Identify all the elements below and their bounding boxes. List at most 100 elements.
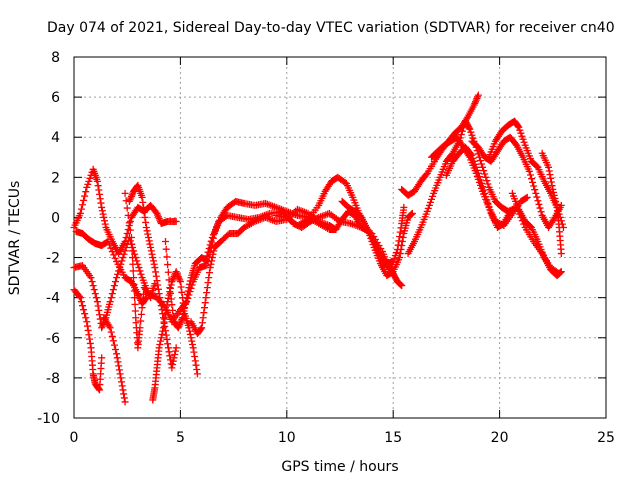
data-point [80, 306, 88, 314]
data-point [178, 315, 186, 323]
data-point [131, 294, 139, 302]
data-point [153, 209, 161, 217]
data-point [518, 132, 526, 140]
data-point [165, 348, 173, 356]
data-point [396, 228, 404, 236]
data-point [183, 290, 191, 298]
data-point [178, 288, 186, 296]
data-point [156, 340, 164, 348]
data-point [161, 315, 169, 323]
data-point [135, 291, 143, 299]
data-point [479, 163, 487, 171]
data-point [83, 183, 91, 191]
data-point [179, 310, 187, 318]
data-point [128, 247, 136, 255]
data-point [131, 307, 139, 315]
data-point [471, 99, 479, 107]
data-point [79, 302, 87, 310]
data-point [181, 300, 189, 308]
data-point [482, 173, 490, 181]
data-point [188, 337, 196, 345]
data-point [204, 279, 212, 287]
data-point [129, 254, 137, 262]
data-point [96, 190, 104, 198]
data-point [205, 269, 213, 277]
data-point [208, 257, 216, 265]
data-point [118, 378, 126, 386]
data-point [172, 268, 180, 276]
data-point [113, 354, 121, 362]
data-point [200, 309, 208, 317]
data-point [186, 277, 194, 285]
data-point [183, 294, 191, 302]
data-point [157, 298, 165, 306]
data-point [117, 374, 125, 382]
data-point [190, 348, 198, 356]
data-point [140, 208, 148, 216]
data-point [482, 193, 490, 201]
data-point [550, 215, 558, 223]
data-point [193, 366, 201, 374]
data-point [108, 248, 116, 256]
data-point [98, 322, 106, 330]
data-point [486, 206, 494, 214]
data-point [201, 304, 209, 312]
data-point [186, 327, 194, 335]
data-point [182, 297, 190, 305]
data-point [119, 254, 127, 262]
data-point [168, 364, 176, 372]
data-point [205, 274, 213, 282]
data-point [173, 269, 181, 277]
data-point [457, 131, 465, 139]
data-point [471, 98, 479, 106]
data-point [176, 278, 184, 286]
data-point [531, 186, 539, 194]
data-points [70, 91, 567, 406]
data-point [557, 268, 565, 276]
data-point [536, 204, 544, 212]
data-point [96, 195, 104, 203]
data-point [166, 289, 174, 297]
data-point [115, 366, 123, 374]
data-point [142, 218, 150, 226]
data-point [398, 242, 406, 250]
data-point [557, 268, 565, 276]
data-point [81, 310, 89, 318]
data-point [114, 270, 122, 278]
data-point [121, 247, 129, 255]
data-point [79, 201, 87, 209]
data-point [476, 157, 484, 165]
data-point [177, 283, 185, 291]
data-point [205, 245, 213, 253]
data-point [85, 331, 93, 339]
data-point [115, 362, 123, 370]
data-point [549, 185, 557, 193]
data-point [313, 214, 321, 222]
data-point [126, 237, 134, 245]
data-point [164, 340, 172, 348]
data-point [105, 241, 113, 249]
data-point [111, 345, 119, 353]
data-point [145, 237, 153, 245]
data-point [105, 322, 113, 330]
x-tick-label: 5 [176, 430, 185, 446]
data-point [506, 207, 514, 215]
data-point [107, 294, 115, 302]
data-point [116, 370, 124, 378]
data-point [136, 267, 144, 275]
data-point [85, 177, 93, 185]
data-point [552, 200, 560, 208]
data-point [146, 240, 154, 248]
data-point [180, 307, 188, 315]
data-point [137, 317, 145, 325]
data-point [108, 290, 116, 298]
data-point [468, 131, 476, 139]
data-point [137, 270, 145, 278]
data-point [129, 260, 137, 268]
y-tick-label: -10 [37, 411, 60, 427]
data-point [408, 210, 416, 218]
data-point [122, 197, 130, 205]
x-tick-label: 20 [491, 430, 509, 446]
data-point [408, 209, 416, 217]
x-tick-label: 25 [597, 430, 615, 446]
